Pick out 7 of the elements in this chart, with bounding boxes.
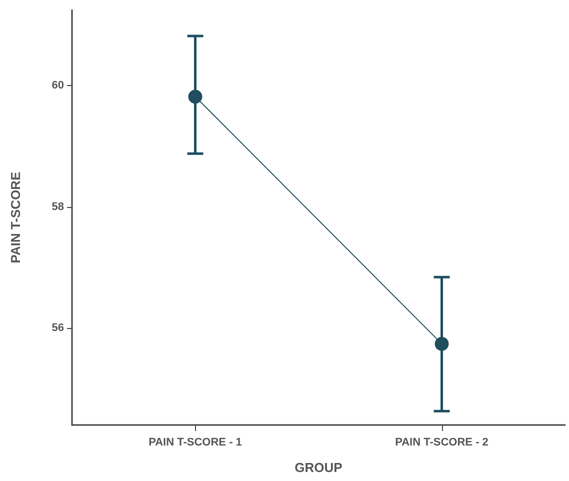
x-axis-title: GROUP — [294, 460, 343, 475]
y-tick-label: 56 — [52, 322, 64, 334]
x-tick-label: PAIN T-SCORE - 2 — [395, 436, 488, 448]
y-tick-label: 60 — [52, 80, 64, 92]
y-tick-label: 58 — [52, 200, 64, 213]
y-axis-title: PAIN T-SCORE — [8, 171, 23, 264]
x-tick-label: PAIN T-SCORE - 1 — [148, 436, 242, 448]
